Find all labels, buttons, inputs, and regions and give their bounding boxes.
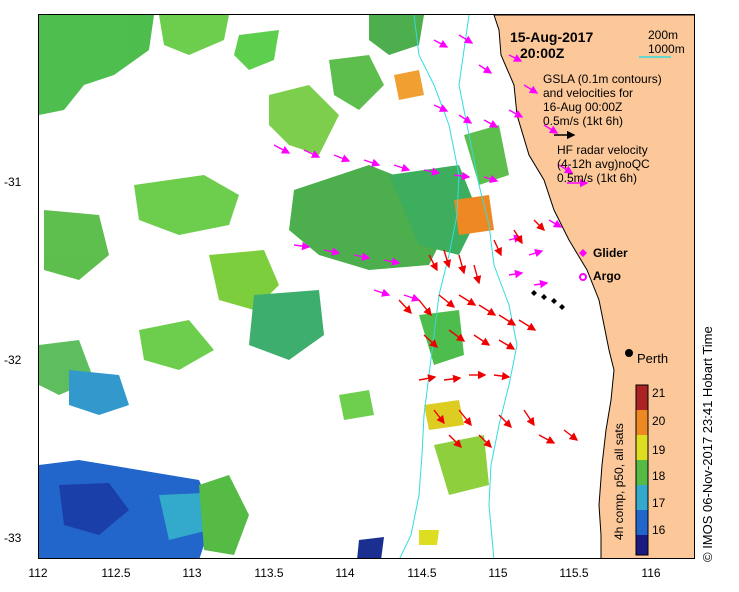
y-tick-minus-33: -33 [4, 531, 22, 545]
argo-legend-label: Argo [593, 269, 621, 283]
gsla-note-line-1: GSLA (0.1m contours) [543, 72, 662, 86]
x-tick-112-5: 112.5 [101, 566, 131, 580]
hf-note-line-3: 0.5m/s (1kt 6h) [557, 171, 638, 185]
x-tick-115: 115 [488, 566, 508, 580]
y-tick-minus-31: -31 [4, 175, 22, 189]
colorbar-tick-20: 20 [652, 414, 666, 428]
map-time: 20:00Z [520, 45, 565, 61]
colorbar-tick-16: 16 [652, 523, 666, 537]
y-tick-minus-32: -32 [4, 353, 22, 367]
perth-marker [625, 349, 633, 357]
hf-radar-arrows [398, 219, 579, 448]
glider-legend-icon [579, 249, 587, 257]
glider-positions [531, 290, 565, 310]
map-date: 15-Aug-2017 [510, 29, 594, 45]
x-tick-114: 114 [335, 566, 355, 580]
x-tick-114-5: 114.5 [407, 566, 437, 580]
hf-note-line-1: HF radar velocity [557, 143, 648, 157]
gsla-note-line-2: and velocities for [543, 86, 634, 100]
x-tick-113-5: 113.5 [254, 566, 284, 580]
colorbar-tick-19: 19 [652, 443, 666, 457]
colorbar-tick-18: 18 [652, 469, 666, 483]
colorbar-title: 4h comp, p50, all sats [612, 423, 626, 540]
map-plot-area[interactable] [38, 14, 695, 559]
bathy-legend-200m: 200m [648, 28, 679, 42]
sst-patches [39, 15, 509, 495]
sst-map-canvas [39, 15, 694, 558]
glider-legend-label: Glider [593, 246, 628, 260]
x-tick-115-5: 115.5 [559, 566, 589, 580]
x-tick-113: 113 [182, 566, 202, 580]
gsla-note-line-4: 0.5m/s (1kt 6h) [543, 114, 624, 128]
bathy-legend-1000m: 1000m [648, 42, 685, 56]
hf-note-line-2: (4-12h avg)noQC [557, 157, 650, 171]
argo-legend-icon [579, 273, 587, 281]
x-tick-112: 112 [28, 566, 48, 580]
colorbar-tick-17: 17 [652, 496, 666, 510]
gsla-note-line-3: 16-Aug 00:00Z [543, 100, 623, 114]
city-label-perth: Perth [637, 351, 669, 366]
gsla-velocity-arrows [273, 34, 574, 302]
imos-credit: © IMOS 06-Nov-2017 23:41 Hobart Time [700, 326, 715, 562]
colorbar [635, 384, 649, 556]
x-tick-116: 116 [641, 566, 661, 580]
cool-patches [39, 370, 384, 558]
colorbar-tick-21: 21 [652, 386, 666, 400]
